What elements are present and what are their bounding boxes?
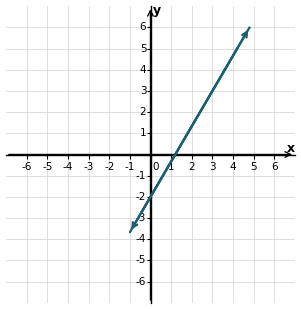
Text: 2: 2: [140, 107, 146, 117]
Text: 2: 2: [188, 162, 195, 172]
Text: -2: -2: [104, 162, 114, 172]
Text: -1: -1: [125, 162, 135, 172]
Text: -6: -6: [136, 277, 146, 287]
Text: x: x: [287, 142, 295, 154]
Text: 1: 1: [140, 128, 146, 138]
Text: 3: 3: [209, 162, 216, 172]
Text: 1: 1: [168, 162, 175, 172]
Text: -5: -5: [136, 256, 146, 265]
Text: 6: 6: [140, 22, 146, 32]
Text: -1: -1: [136, 171, 146, 181]
Text: 5: 5: [140, 44, 146, 53]
Text: 4: 4: [140, 65, 146, 75]
Text: -3: -3: [83, 162, 94, 172]
Text: 4: 4: [230, 162, 236, 172]
Text: -5: -5: [42, 162, 52, 172]
Text: -2: -2: [136, 192, 146, 202]
Text: -6: -6: [21, 162, 32, 172]
Text: 5: 5: [250, 162, 257, 172]
Text: 6: 6: [271, 162, 278, 172]
Text: y: y: [153, 4, 161, 17]
Text: 3: 3: [140, 86, 146, 96]
Text: -3: -3: [136, 213, 146, 223]
Text: 0: 0: [153, 162, 159, 172]
Text: -4: -4: [136, 234, 146, 244]
Text: -4: -4: [63, 162, 73, 172]
